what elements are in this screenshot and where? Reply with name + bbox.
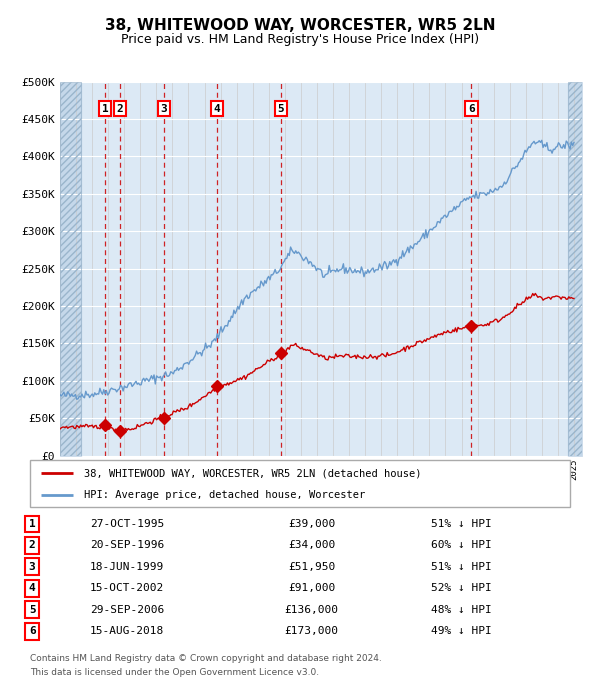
Text: 6: 6 [29, 626, 35, 636]
Text: £136,000: £136,000 [284, 605, 338, 615]
Text: 1: 1 [102, 103, 109, 114]
Text: 52% ↓ HPI: 52% ↓ HPI [431, 583, 491, 593]
Text: This data is licensed under the Open Government Licence v3.0.: This data is licensed under the Open Gov… [30, 668, 319, 677]
Text: 38, WHITEWOOD WAY, WORCESTER, WR5 2LN (detached house): 38, WHITEWOOD WAY, WORCESTER, WR5 2LN (d… [84, 469, 421, 478]
Text: £34,000: £34,000 [288, 541, 335, 550]
Text: 51% ↓ HPI: 51% ↓ HPI [431, 562, 491, 572]
Text: £173,000: £173,000 [284, 626, 338, 636]
Text: Price paid vs. HM Land Registry's House Price Index (HPI): Price paid vs. HM Land Registry's House … [121, 33, 479, 46]
Text: 5: 5 [277, 103, 284, 114]
Text: 4: 4 [214, 103, 221, 114]
Text: 27-OCT-1995: 27-OCT-1995 [90, 519, 164, 529]
Text: 20-SEP-1996: 20-SEP-1996 [90, 541, 164, 550]
Text: £51,950: £51,950 [288, 562, 335, 572]
FancyBboxPatch shape [30, 460, 570, 507]
Text: Contains HM Land Registry data © Crown copyright and database right 2024.: Contains HM Land Registry data © Crown c… [30, 654, 382, 663]
Text: 2: 2 [29, 541, 35, 550]
Text: HPI: Average price, detached house, Worcester: HPI: Average price, detached house, Worc… [84, 490, 365, 500]
Text: 60% ↓ HPI: 60% ↓ HPI [431, 541, 491, 550]
Text: 15-OCT-2002: 15-OCT-2002 [90, 583, 164, 593]
Text: 3: 3 [160, 103, 167, 114]
Text: 1: 1 [29, 519, 35, 529]
Text: 6: 6 [468, 103, 475, 114]
Text: 2: 2 [116, 103, 123, 114]
Text: 15-AUG-2018: 15-AUG-2018 [90, 626, 164, 636]
Text: 3: 3 [29, 562, 35, 572]
Text: 49% ↓ HPI: 49% ↓ HPI [431, 626, 491, 636]
Text: 5: 5 [29, 605, 35, 615]
Text: 18-JUN-1999: 18-JUN-1999 [90, 562, 164, 572]
Text: 29-SEP-2006: 29-SEP-2006 [90, 605, 164, 615]
Text: 4: 4 [29, 583, 35, 593]
Text: £39,000: £39,000 [288, 519, 335, 529]
Text: £91,000: £91,000 [288, 583, 335, 593]
Text: 51% ↓ HPI: 51% ↓ HPI [431, 519, 491, 529]
Text: 48% ↓ HPI: 48% ↓ HPI [431, 605, 491, 615]
Text: 38, WHITEWOOD WAY, WORCESTER, WR5 2LN: 38, WHITEWOOD WAY, WORCESTER, WR5 2LN [105, 18, 495, 33]
